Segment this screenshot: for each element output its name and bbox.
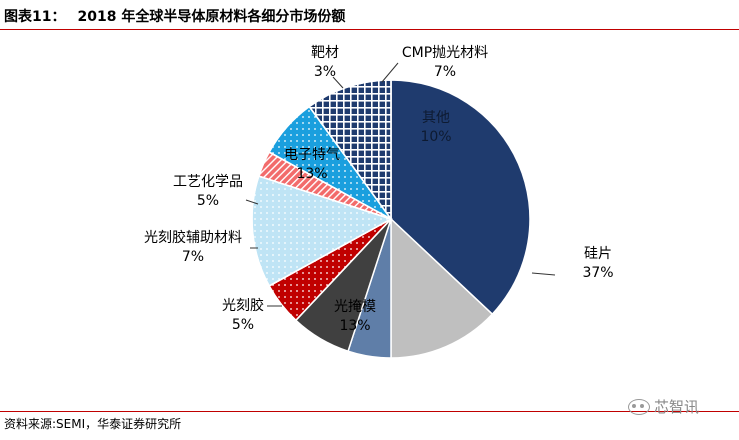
leader-line-0	[531, 272, 556, 276]
leader-line-4	[245, 199, 259, 205]
pie-slice-0	[390, 79, 531, 316]
slice-value-7: 7%	[434, 64, 456, 80]
pie-chart: 硅片 37% 光掩模 13% 光刻胶 5% 光刻胶辅助材料 7% 工艺化学品 5% 电子特气 13% 靶…	[144, 45, 614, 359]
watermark: 芯智讯	[628, 396, 699, 417]
slice-label-4: 工艺化学品	[173, 174, 243, 190]
pie-slice-pattern-5	[251, 175, 393, 287]
figure-label: 图表11：	[4, 9, 66, 25]
pie-slice-1	[390, 217, 494, 359]
slice-value-2: 5%	[232, 317, 254, 333]
slice-value-3: 7%	[182, 249, 204, 265]
slice-value-5: 13%	[296, 166, 327, 182]
slice-label-5: 电子特气	[284, 147, 340, 163]
slice-label-6: 靶材	[311, 45, 339, 61]
watermark-text: 芯智讯	[654, 398, 700, 416]
slice-value-0: 37%	[582, 265, 613, 281]
figure-title: 2018 年全球半导体原材料各细分市场份额	[77, 9, 346, 25]
slice-value-4: 5%	[197, 193, 219, 209]
pie-slice-pattern-8	[308, 79, 392, 222]
slice-label-8: 其他	[422, 110, 450, 126]
slice-label-3: 光刻胶辅助材料	[144, 229, 242, 246]
slice-value-6: 3%	[314, 64, 336, 80]
slice-label-1: 光掩模	[334, 299, 376, 315]
title-bar: 图表11： 2018 年全球半导体原材料各细分市场份额	[0, 0, 739, 30]
chart-title: 图表11： 2018 年全球半导体原材料各细分市场份额	[4, 6, 345, 26]
wechat-icon	[628, 398, 650, 415]
slice-label-0: 硅片	[584, 246, 612, 262]
slice-value-1: 13%	[339, 318, 370, 334]
slice-value-8: 10%	[420, 129, 451, 145]
leader-line-6	[332, 76, 344, 89]
slice-label-7: CMP抛光材料	[402, 45, 488, 61]
leader-line-7	[381, 62, 399, 83]
footer-divider	[0, 411, 739, 412]
slice-label-2: 光刻胶	[222, 297, 264, 314]
source-note: 资料来源:SEMI，华泰证券研究所	[4, 417, 182, 431]
